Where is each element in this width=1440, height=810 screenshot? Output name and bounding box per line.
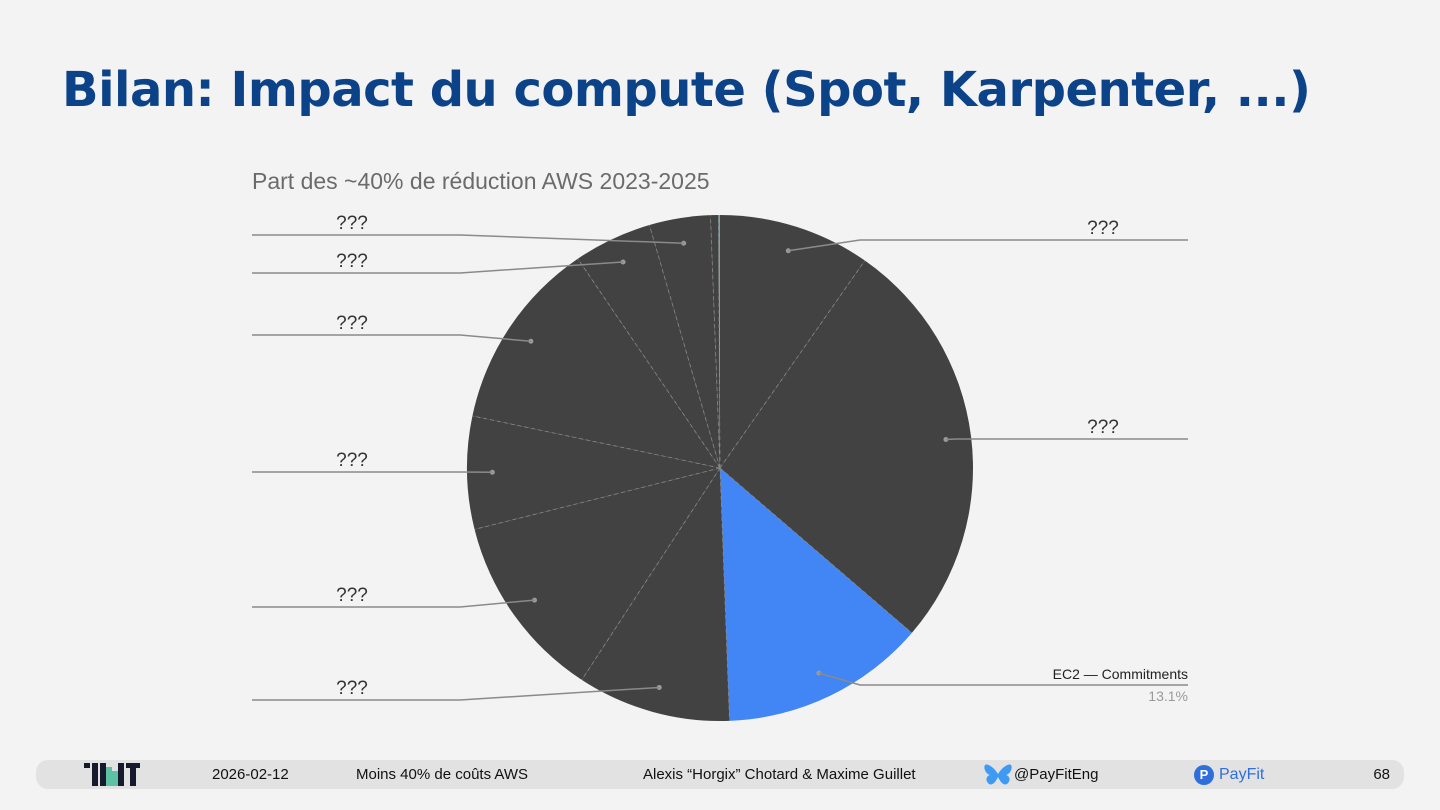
pie-slice [720, 215, 865, 468]
pie-chart: Part des ~40% de réduction AWS 2023-2025… [252, 168, 1188, 721]
slice-label: ??? [336, 450, 368, 471]
pie-slice [577, 225, 720, 468]
tnt-logo-icon [84, 763, 140, 786]
footer-brand-text: PayFit [1219, 766, 1265, 783]
leader-line [252, 599, 535, 608]
payfit-logo-icon: P [1194, 764, 1214, 785]
slice-label: ??? [336, 678, 368, 699]
slice-separator [581, 467, 721, 681]
slice-separator [472, 415, 721, 469]
leader-line [252, 261, 624, 274]
page-number: 68 [1373, 766, 1390, 783]
slice-separator [719, 467, 913, 634]
chart-title: Part des ~40% de réduction AWS 2023-2025 [252, 168, 710, 194]
leader-line [788, 239, 1188, 252]
footer-handle-text: @PayFitEng [1014, 766, 1099, 783]
slice-separator [710, 215, 721, 469]
slice-separator [719, 260, 866, 469]
slice-label: ??? [336, 213, 368, 234]
pie-slice [649, 215, 720, 468]
pie-slice [474, 468, 720, 680]
slice-label: ??? [336, 251, 368, 272]
slice-separator [719, 467, 730, 721]
slice-label: ??? [336, 585, 368, 606]
leader-line [818, 672, 1188, 686]
footer-talk-title: Moins 40% de coûts AWS [356, 766, 529, 783]
slice-value-label: 13.1% [1148, 688, 1188, 704]
slide-title: Bilan: Impact du compute (Spot, Karpente… [62, 62, 1311, 118]
slice-separator [577, 258, 721, 469]
slice-label: ??? [1087, 218, 1119, 239]
pie-slice [581, 468, 730, 721]
pie-slice [720, 260, 973, 633]
slice-separator [649, 224, 721, 469]
footer-authors: Alexis “Horgix” Chotard & Maxime Guillet [643, 766, 916, 783]
pie-slice [467, 415, 720, 530]
slice-separator [474, 467, 721, 530]
leader-line [252, 234, 684, 244]
slice-label: EC2 — Commitments [1053, 666, 1188, 682]
leader-line [252, 686, 660, 701]
leader-line [252, 334, 531, 342]
slice-separator [718, 215, 721, 469]
bluesky-butterfly-icon [984, 763, 1012, 784]
footer-date: 2026-02-12 [212, 766, 289, 783]
footer-handle[interactable]: @PayFitEng [984, 760, 1098, 789]
pie-slice-highlighted [720, 468, 912, 721]
slice-label: ??? [1087, 417, 1119, 438]
pie-slice [472, 258, 720, 468]
footer-brand: P PayFit [1194, 760, 1264, 789]
footer: 2026-02-12 Moins 40% de coûts AWS Alexis… [36, 760, 1404, 789]
slice-label: ??? [336, 313, 368, 334]
